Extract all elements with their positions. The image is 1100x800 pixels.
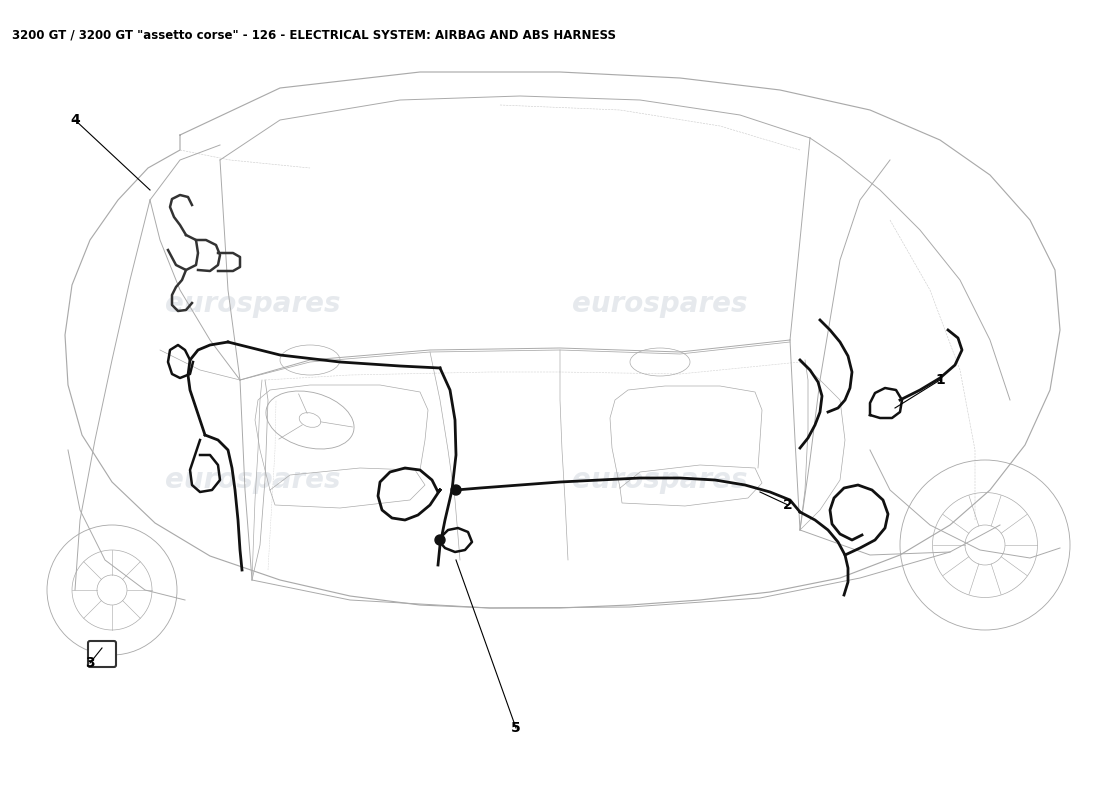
Text: 5: 5 — [512, 721, 521, 735]
Text: 4: 4 — [70, 113, 80, 127]
Text: 3: 3 — [85, 656, 95, 670]
Circle shape — [434, 535, 446, 545]
Text: 3200 GT / 3200 GT "assetto corse" - 126 - ELECTRICAL SYSTEM: AIRBAG AND ABS HARN: 3200 GT / 3200 GT "assetto corse" - 126 … — [12, 28, 616, 41]
Text: eurospares: eurospares — [165, 290, 341, 318]
Text: 1: 1 — [935, 373, 945, 387]
Text: eurospares: eurospares — [572, 290, 748, 318]
Text: eurospares: eurospares — [572, 466, 748, 494]
Text: 2: 2 — [783, 498, 793, 512]
Circle shape — [451, 485, 461, 495]
Text: eurospares: eurospares — [165, 466, 341, 494]
FancyBboxPatch shape — [88, 641, 116, 667]
